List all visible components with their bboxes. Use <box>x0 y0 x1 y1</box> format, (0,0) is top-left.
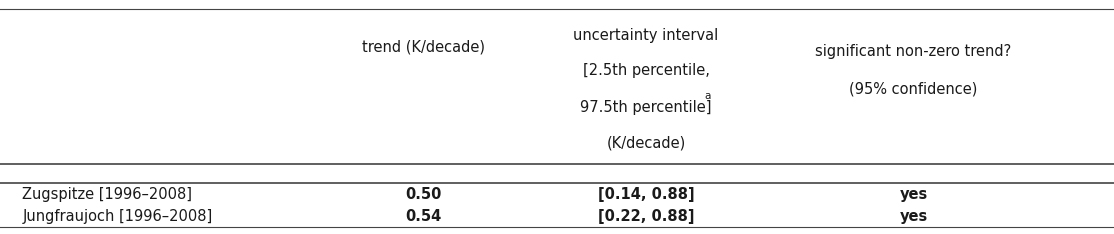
Text: yes: yes <box>899 187 928 202</box>
Text: (K/decade): (K/decade) <box>606 135 686 150</box>
Text: yes: yes <box>899 209 928 224</box>
Text: [0.14, 0.88]: [0.14, 0.88] <box>598 187 694 202</box>
Text: [0.22, 0.88]: [0.22, 0.88] <box>598 209 694 224</box>
Text: 97.5th percentile]: 97.5th percentile] <box>580 100 712 115</box>
Text: significant non-zero trend?: significant non-zero trend? <box>815 44 1012 59</box>
Text: 0.54: 0.54 <box>405 209 441 224</box>
Text: 0.50: 0.50 <box>405 187 441 202</box>
Text: Jungfraujoch [1996–2008]: Jungfraujoch [1996–2008] <box>22 209 213 224</box>
Text: Zugspitze [1996–2008]: Zugspitze [1996–2008] <box>22 187 193 202</box>
Text: a: a <box>704 91 711 101</box>
Text: (95% confidence): (95% confidence) <box>849 81 978 96</box>
Text: trend (K/decade): trend (K/decade) <box>362 39 485 54</box>
Text: [2.5th percentile,: [2.5th percentile, <box>583 63 710 78</box>
Text: uncertainty interval: uncertainty interval <box>574 28 719 43</box>
